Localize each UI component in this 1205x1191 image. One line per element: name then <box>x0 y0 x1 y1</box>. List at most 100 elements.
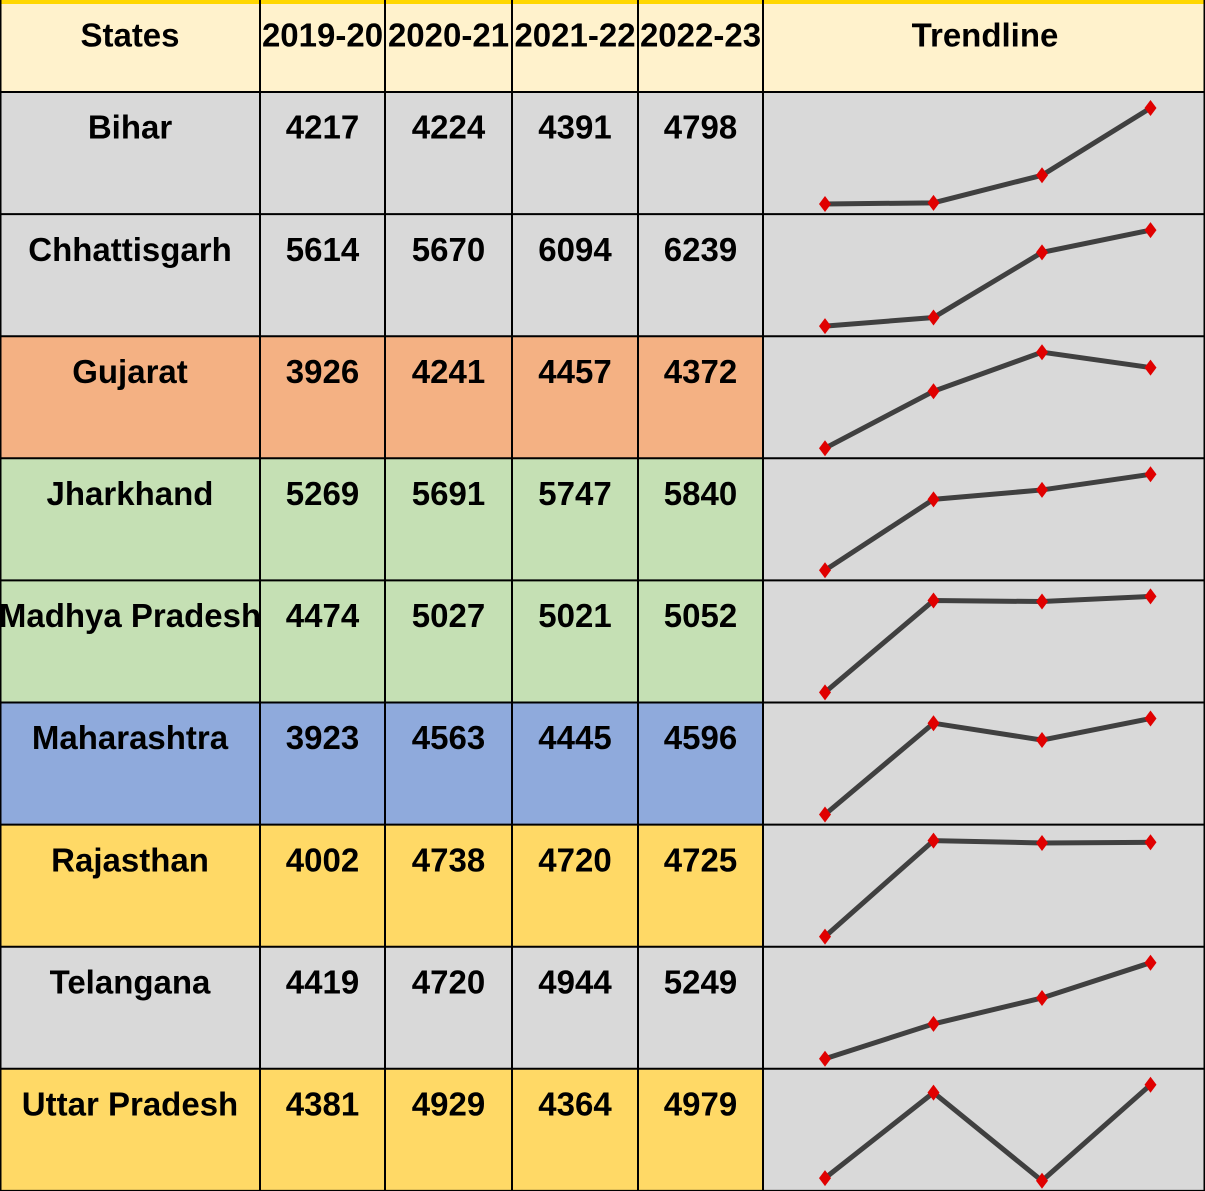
trend-marker <box>1036 1172 1048 1189</box>
header-cell: Trendline <box>912 17 1059 54</box>
value-cell: 5691 <box>412 475 485 512</box>
row-bg <box>0 336 763 459</box>
trend-marker <box>1144 710 1157 727</box>
trend-marker <box>927 491 940 508</box>
value-cell: 5670 <box>412 231 485 268</box>
trend-marker <box>927 592 940 609</box>
state-cell: Bihar <box>88 109 173 146</box>
trend-marker <box>1144 954 1157 971</box>
value-cell: 4391 <box>538 109 611 146</box>
trend-marker <box>1144 222 1157 239</box>
value-cell: 4720 <box>538 841 611 878</box>
trend-bg <box>763 92 1205 215</box>
trend-marker <box>1036 344 1048 361</box>
value-cell: 5747 <box>538 475 611 512</box>
value-cell: 4224 <box>412 109 486 146</box>
trend-marker <box>1144 100 1157 116</box>
trendline <box>824 227 1152 329</box>
trend-marker <box>1144 1076 1157 1093</box>
value-cell: 4563 <box>412 719 485 756</box>
value-cell: 6094 <box>538 231 612 268</box>
value-cell: 4002 <box>286 841 359 878</box>
trendline <box>823 1082 1153 1185</box>
trend-marker <box>927 309 940 326</box>
trendline <box>823 716 1151 817</box>
trend-marker <box>1036 593 1048 610</box>
row-bg <box>0 92 763 215</box>
value-cell: 4241 <box>412 353 485 390</box>
value-cell: 5269 <box>286 475 359 512</box>
trend-marker <box>1036 481 1048 498</box>
row-bg <box>0 214 763 337</box>
state-cell: Madhya Pradesh <box>0 597 261 634</box>
header-cell: 2021-22 <box>514 17 635 54</box>
trend-marker <box>927 383 940 400</box>
value-cell: 3923 <box>286 719 359 756</box>
state-cell: Uttar Pradesh <box>22 1086 238 1123</box>
trend-marker <box>1036 244 1048 261</box>
value-cell: 5027 <box>412 597 485 634</box>
value-cell: 4596 <box>664 719 737 756</box>
value-cell: 4720 <box>412 963 485 1000</box>
trend-marker <box>927 832 940 849</box>
header-border <box>0 0 1205 4</box>
header-cell: 2019-20 <box>262 17 383 54</box>
trend-marker <box>819 684 831 701</box>
trend-marker <box>1036 167 1048 184</box>
state-cell: Rajasthan <box>51 841 209 878</box>
trend-marker <box>819 806 831 823</box>
trend-marker <box>927 1015 940 1032</box>
value-cell: 4419 <box>286 963 359 1000</box>
trend-marker <box>1144 359 1157 376</box>
value-cell: 5052 <box>664 597 737 634</box>
state-cell: Jharkhand <box>47 475 214 512</box>
trend-marker <box>819 1050 831 1067</box>
header-cell: 2022-23 <box>640 17 761 54</box>
trend-marker <box>927 715 940 732</box>
value-cell: 5021 <box>538 597 611 634</box>
state-cell: Maharashtra <box>32 719 229 756</box>
row-bg <box>0 458 763 581</box>
trend-marker <box>1036 834 1048 851</box>
trend-marker <box>1144 466 1157 483</box>
trend-marker <box>1036 989 1048 1006</box>
row-bg <box>0 580 763 703</box>
value-cell: 4217 <box>286 109 359 146</box>
row-bg <box>0 702 763 825</box>
value-cell: 4372 <box>664 353 737 390</box>
trend-marker <box>1144 834 1157 851</box>
trend-marker <box>819 440 831 457</box>
value-cell: 5840 <box>664 475 737 512</box>
trendline <box>823 838 1151 939</box>
state-cell: Chhattisgarh <box>28 231 232 268</box>
state-cell: Telangana <box>50 963 211 1000</box>
trendline <box>823 349 1151 451</box>
trendline <box>823 471 1151 573</box>
value-cell: 4457 <box>538 353 611 390</box>
value-cell: 4944 <box>538 963 612 1000</box>
value-cell: 5614 <box>286 231 360 268</box>
row-bg <box>0 946 763 1069</box>
value-cell: 4474 <box>286 597 360 634</box>
value-cell: 4445 <box>538 719 611 756</box>
header-row <box>0 0 1205 92</box>
trend-marker <box>819 1170 831 1187</box>
value-cell: 5249 <box>664 963 737 1000</box>
value-cell: 6239 <box>664 231 737 268</box>
value-cell: 4798 <box>664 109 737 146</box>
header-cell: 2020-21 <box>388 17 509 54</box>
value-cell: 4381 <box>286 1086 359 1123</box>
trend-marker <box>819 928 831 945</box>
trend-marker <box>927 194 940 211</box>
row-bg <box>0 824 763 947</box>
header-cell: States <box>80 17 179 54</box>
trend-marker <box>927 1084 940 1101</box>
value-cell: 4738 <box>412 841 485 878</box>
trend-marker <box>819 318 831 335</box>
value-cell: 3926 <box>286 353 359 390</box>
state-cell: Gujarat <box>72 353 188 390</box>
trendline <box>823 593 1151 695</box>
trendline <box>824 960 1152 1062</box>
value-cell: 4725 <box>664 841 737 878</box>
